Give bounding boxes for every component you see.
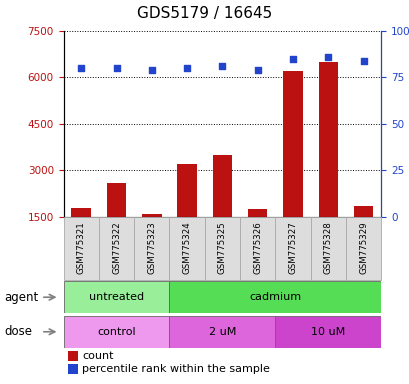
Bar — [177, 164, 196, 263]
Text: GSM775327: GSM775327 — [288, 221, 297, 274]
Text: GDS5179 / 16645: GDS5179 / 16645 — [137, 6, 272, 21]
Text: agent: agent — [4, 291, 38, 304]
Bar — [67, 351, 78, 361]
Text: GSM775325: GSM775325 — [218, 221, 226, 274]
Point — [360, 58, 366, 64]
FancyBboxPatch shape — [134, 217, 169, 280]
Point — [289, 56, 296, 62]
Text: GSM775324: GSM775324 — [182, 221, 191, 274]
Text: GSM775329: GSM775329 — [358, 221, 367, 274]
Text: GSM775321: GSM775321 — [76, 221, 85, 274]
Bar — [67, 364, 78, 374]
FancyBboxPatch shape — [310, 217, 345, 280]
Point — [324, 54, 331, 60]
FancyBboxPatch shape — [63, 217, 99, 280]
Bar — [212, 155, 231, 263]
Text: control: control — [97, 327, 135, 337]
FancyBboxPatch shape — [169, 217, 204, 280]
Text: untreated: untreated — [89, 292, 144, 302]
FancyBboxPatch shape — [63, 316, 169, 348]
FancyBboxPatch shape — [169, 281, 380, 313]
Text: 10 uM: 10 uM — [310, 327, 345, 337]
FancyBboxPatch shape — [345, 217, 380, 280]
Text: dose: dose — [4, 325, 32, 338]
FancyBboxPatch shape — [240, 217, 275, 280]
Bar — [318, 62, 337, 263]
Point — [148, 67, 155, 73]
FancyBboxPatch shape — [204, 217, 240, 280]
FancyBboxPatch shape — [169, 316, 275, 348]
Point — [113, 65, 119, 71]
Point — [78, 65, 84, 71]
FancyBboxPatch shape — [99, 217, 134, 280]
FancyBboxPatch shape — [63, 281, 169, 313]
Bar — [106, 183, 126, 263]
Bar — [353, 206, 373, 263]
Text: percentile rank within the sample: percentile rank within the sample — [82, 364, 269, 374]
Point — [254, 67, 261, 73]
FancyBboxPatch shape — [275, 217, 310, 280]
Point — [183, 65, 190, 71]
Bar — [283, 71, 302, 263]
Text: GSM775323: GSM775323 — [147, 221, 156, 274]
Bar — [71, 208, 91, 263]
Bar — [142, 214, 161, 263]
Text: GSM775326: GSM775326 — [253, 221, 262, 274]
Text: GSM775322: GSM775322 — [112, 221, 121, 274]
Bar — [247, 209, 267, 263]
Point — [218, 63, 225, 69]
Text: cadmium: cadmium — [249, 292, 301, 302]
Text: 2 uM: 2 uM — [208, 327, 236, 337]
Text: GSM775328: GSM775328 — [323, 221, 332, 274]
FancyBboxPatch shape — [275, 316, 380, 348]
Text: count: count — [82, 351, 113, 361]
